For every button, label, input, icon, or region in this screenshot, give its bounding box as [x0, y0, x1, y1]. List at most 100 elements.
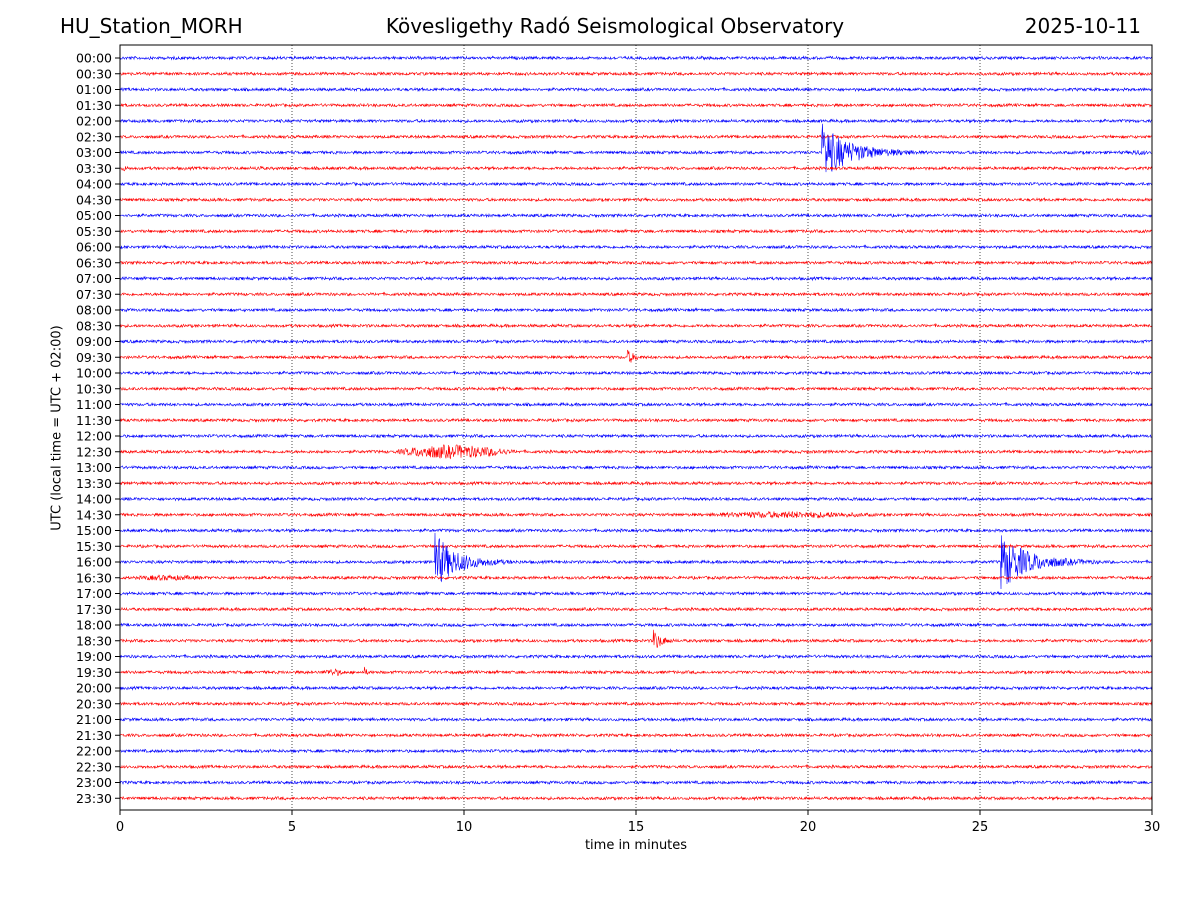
trace-row-1730 — [119, 606, 1153, 612]
y-tick-label: 06:00 — [76, 240, 112, 255]
y-tick-label: 06:30 — [76, 255, 112, 270]
trace-row-2330 — [120, 795, 1153, 802]
trace-row-1700 — [119, 590, 1153, 597]
trace-row-1930 — [119, 666, 1153, 676]
trace-row-1200 — [119, 433, 1153, 439]
y-tick-label: 16:30 — [76, 570, 112, 585]
y-tick-label: 10:00 — [76, 366, 112, 381]
trace-row-2130 — [119, 732, 1153, 738]
y-tick-label: 18:30 — [76, 633, 112, 648]
trace-row-0000 — [119, 55, 1153, 61]
trace-row-0130 — [119, 102, 1153, 108]
y-tick-label: 07:00 — [76, 271, 112, 286]
x-axis: 0 5 10 15 20 25 30 — [116, 810, 1160, 835]
date-label: 2025-10-11 — [1024, 14, 1141, 38]
x-tick-label: 15 — [628, 820, 645, 835]
y-axis: 00:0000:3001:0001:3002:0002:3003:0003:30… — [76, 51, 120, 806]
y-tick-label: 10:30 — [76, 381, 112, 396]
trace-row-1500 — [119, 527, 1153, 534]
trace-row-1830 — [119, 629, 1153, 648]
x-tick-label: 0 — [116, 820, 124, 835]
x-tick-label: 10 — [456, 820, 473, 835]
y-tick-label: 11:00 — [76, 397, 112, 412]
trace-row-0400 — [119, 181, 1153, 187]
y-tick-label: 23:30 — [76, 791, 112, 806]
trace-row-0730 — [119, 291, 1153, 297]
y-tick-label: 15:00 — [76, 523, 112, 538]
y-tick-label: 09:00 — [76, 334, 112, 349]
y-tick-label: 00:30 — [76, 66, 112, 81]
trace-row-1230 — [119, 444, 1153, 460]
trace-row-2030 — [119, 700, 1153, 707]
y-tick-label: 19:00 — [76, 649, 112, 664]
y-tick-label: 11:30 — [76, 413, 112, 428]
trace-row-2000 — [119, 685, 1153, 691]
y-tick-label: 01:00 — [76, 82, 112, 97]
y-tick-label: 05:00 — [76, 208, 112, 223]
trace-row-2200 — [119, 748, 1153, 754]
trace-row-1400 — [119, 496, 1153, 502]
trace-row-1430 — [119, 510, 1153, 519]
x-tick-label: 30 — [1144, 820, 1161, 835]
y-tick-label: 22:30 — [76, 759, 112, 774]
y-tick-label: 20:00 — [76, 681, 112, 696]
y-tick-label: 14:00 — [76, 492, 112, 507]
trace-row-0430 — [119, 196, 1153, 203]
x-tick-label: 20 — [800, 820, 817, 835]
trace-row-1530 — [119, 543, 1153, 549]
y-tick-label: 04:00 — [76, 177, 112, 192]
trace-row-0530 — [119, 228, 1152, 234]
y-tick-label: 12:30 — [76, 444, 112, 459]
trace-row-1030 — [119, 385, 1153, 392]
y-tick-label: 15:30 — [76, 539, 112, 554]
trace-row-2100 — [119, 716, 1153, 723]
trace-row-0300 — [119, 123, 1153, 173]
y-tick-label: 05:30 — [76, 224, 112, 239]
y-tick-label: 09:30 — [76, 350, 112, 365]
trace-row-0830 — [119, 322, 1153, 329]
x-tick-label: 25 — [972, 820, 989, 835]
y-tick-label: 02:30 — [76, 129, 112, 144]
y-tick-label: 04:30 — [76, 192, 112, 207]
trace-row-1100 — [119, 401, 1153, 408]
y-tick-label: 03:30 — [76, 161, 112, 176]
trace-row-2300 — [119, 779, 1153, 786]
trace-row-1600 — [119, 533, 1153, 590]
y-tick-label: 21:00 — [76, 712, 112, 727]
chart-title: Kövesligethy Radó Seismological Observat… — [385, 14, 845, 38]
trace-row-1000 — [119, 370, 1153, 376]
y-tick-label: 01:30 — [76, 98, 112, 113]
station-label: HU_Station_MORH — [60, 14, 243, 38]
y-tick-label: 08:30 — [76, 318, 112, 333]
trace-row-0600 — [119, 244, 1153, 250]
y-tick-label: 20:30 — [76, 696, 112, 711]
trace-row-2230 — [119, 763, 1153, 770]
trace-row-0500 — [119, 212, 1153, 219]
trace-row-1900 — [119, 653, 1153, 660]
trace-row-1330 — [119, 480, 1153, 487]
y-tick-label: 13:00 — [76, 460, 112, 475]
trace-row-0930 — [119, 349, 1153, 363]
trace-row-0030 — [119, 71, 1153, 77]
trace-row-0900 — [119, 338, 1153, 345]
trace-row-1800 — [119, 622, 1153, 628]
y-tick-label: 18:00 — [76, 618, 112, 633]
x-tick-label: 5 — [288, 820, 296, 835]
trace-row-1300 — [119, 464, 1153, 471]
y-tick-label: 00:00 — [76, 51, 112, 66]
x-axis-label: time in minutes — [584, 838, 688, 853]
trace-row-0630 — [119, 260, 1153, 266]
y-tick-label: 14:30 — [76, 507, 112, 522]
trace-row-1630 — [119, 574, 1153, 581]
trace-row-0800 — [119, 307, 1153, 313]
y-tick-label: 13:30 — [76, 476, 112, 491]
seismogram-traces — [119, 55, 1153, 802]
y-tick-label: 03:00 — [76, 145, 112, 160]
trace-row-0330 — [119, 165, 1153, 172]
y-tick-label: 12:00 — [76, 429, 112, 444]
grid-lines — [291, 45, 981, 810]
trace-row-1130 — [119, 417, 1153, 423]
y-tick-label: 21:30 — [76, 728, 112, 743]
trace-row-0100 — [119, 86, 1153, 93]
